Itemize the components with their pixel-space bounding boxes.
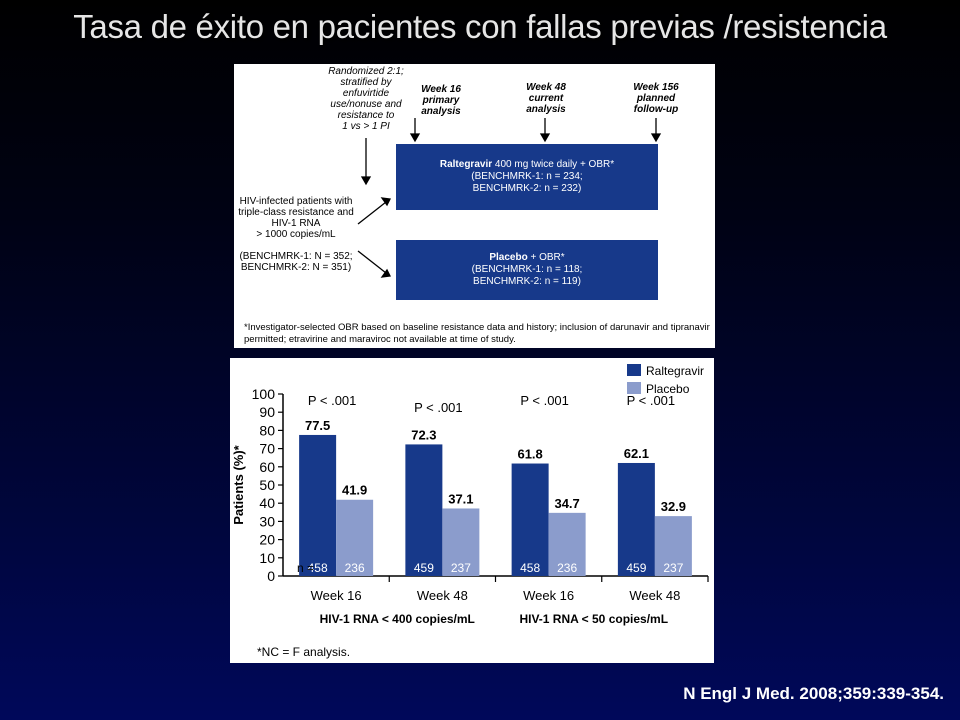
group-label: HIV-1 RNA < 50 copies/mL [519, 612, 668, 626]
y-tick-label: 70 [259, 441, 275, 457]
legend-label: Placebo [646, 382, 690, 396]
y-tick-label: 30 [259, 513, 275, 529]
bar-n-label: 458 [308, 561, 328, 575]
bar-value-label: 62.1 [624, 446, 649, 461]
bar-value-label: 34.7 [554, 496, 579, 511]
y-tick-label: 50 [259, 477, 275, 493]
bar-placebo [548, 512, 586, 576]
bar-n-label: 459 [626, 561, 646, 575]
week48-milestone: Week 48 current analysis [526, 82, 566, 115]
bar-n-label: 459 [414, 561, 434, 575]
bar-placebo [336, 499, 374, 576]
legend-swatch [627, 364, 641, 376]
p-value-label: P < .001 [414, 400, 463, 415]
y-tick-label: 20 [259, 532, 275, 548]
bar-placebo [654, 516, 692, 576]
citation: N Engl J Med. 2008;359:339-354. [683, 684, 944, 703]
bar-n-label: 237 [663, 561, 683, 575]
bar-raltegravir [511, 463, 549, 576]
bar-n-label: 458 [520, 561, 540, 575]
bar-value-label: 41.9 [342, 483, 367, 498]
bar-n-label: 236 [557, 561, 577, 575]
bar-n-label: 237 [451, 561, 471, 575]
x-tick-label: Week 16 [311, 588, 362, 603]
y-tick-label: 0 [267, 568, 275, 584]
x-tick-label: Week 48 [629, 588, 680, 603]
bar-chart-panel: 0 10 20 30 40 50 60 70 80 90 100 Patients (%)* 77.5 4… [230, 358, 714, 663]
n-label: n = [297, 561, 314, 575]
randomization-note: Randomized 2:1; stratified by enfuvirtide… [328, 66, 404, 132]
y-tick-label: 100 [252, 386, 276, 402]
y-tick-label: 80 [259, 422, 275, 438]
bar-raltegravir [617, 462, 655, 576]
bar-raltegravir [405, 444, 443, 576]
y-axis-label: Patients (%)* [231, 444, 246, 524]
design-footnote: *Investigator-selected OBR based on base… [244, 322, 710, 345]
placebo-arm-box: Placebo + OBR* (BENCHMRK-1: n = 118; BEN… [396, 240, 658, 300]
bar-value-label: 32.9 [661, 499, 686, 514]
y-tick-label: 10 [259, 550, 275, 566]
week16-milestone: Week 16 primary analysis [421, 84, 461, 117]
bar-raltegravir [299, 434, 337, 576]
y-tick-label: 40 [259, 495, 275, 511]
patient-population: HIV-infected patients with triple-class r… [238, 196, 354, 273]
week156-milestone: Week 156 planned follow-up [633, 82, 679, 115]
raltegravir-arm-box: Raltegravir 400 mg twice daily + OBR* (B… [396, 144, 658, 210]
design-arrows [357, 118, 662, 278]
legend-swatch [627, 382, 641, 394]
chart-footnote: *NC = F analysis. [257, 645, 350, 659]
group-label: HIV-1 RNA < 400 copies/mL [320, 612, 475, 626]
legend-label: Raltegravir [646, 364, 704, 378]
slide-title: Tasa de éxito en pacientes con fallas pr… [73, 8, 887, 45]
x-tick-label: Week 48 [417, 588, 468, 603]
bar-value-label: 61.8 [517, 447, 542, 462]
bar-value-label: 37.1 [448, 491, 473, 506]
x-tick-label: Week 16 [523, 588, 574, 603]
bar-value-label: 72.3 [411, 427, 436, 442]
bar-chart: 0 10 20 30 40 50 60 70 80 90 100 Patients (%)* 77.5 4… [231, 364, 709, 659]
p-value-label: P < .001 [308, 393, 357, 408]
bar-value-label: 77.5 [305, 418, 330, 433]
y-tick-label: 90 [259, 404, 275, 420]
study-design-panel: Randomized 2:1; stratified by enfuvirtide… [234, 64, 715, 348]
bar-placebo [442, 508, 480, 576]
p-value-label: P < .001 [520, 393, 569, 408]
p-value-label: P < .001 [627, 393, 676, 408]
bar-n-label: 236 [345, 561, 365, 575]
y-tick-label: 60 [259, 459, 275, 475]
